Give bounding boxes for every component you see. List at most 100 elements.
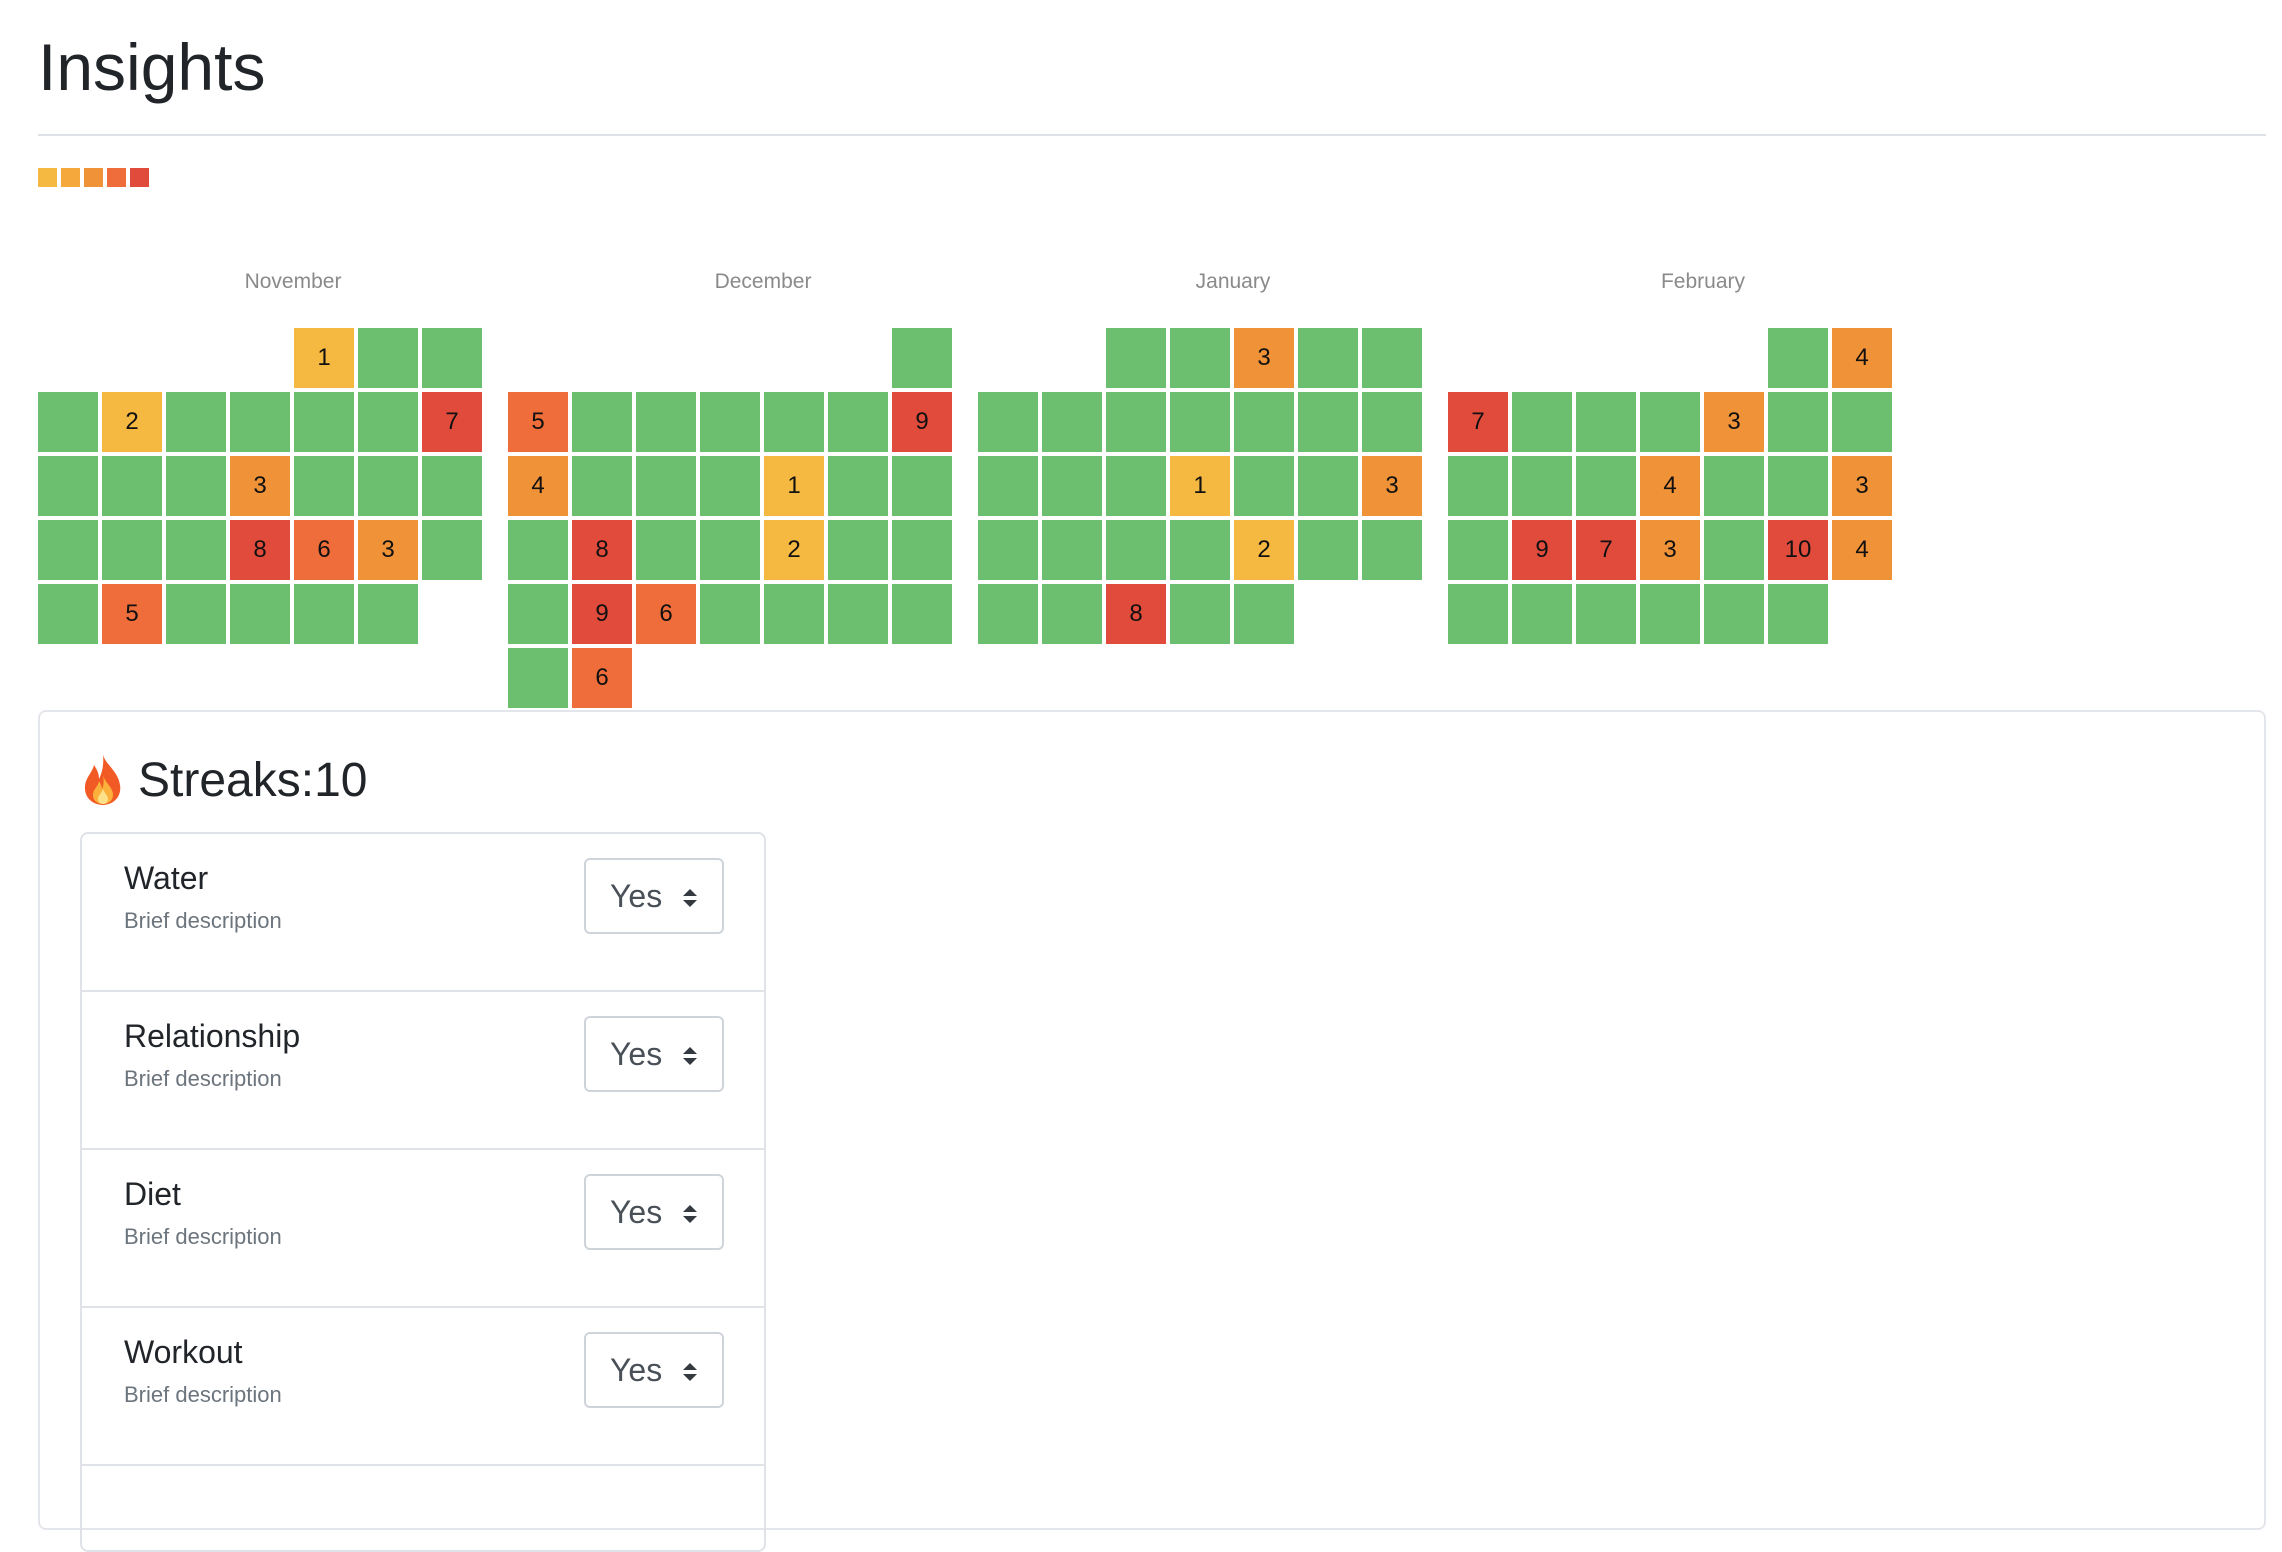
day-cell (978, 520, 1038, 580)
day-cell (828, 520, 888, 580)
day-cell: 4 (508, 456, 568, 516)
habit-description: Brief description (124, 1066, 282, 1091)
day-cell (1362, 392, 1422, 452)
day-cell (358, 392, 418, 452)
fire-icon (84, 755, 121, 805)
day-cell (892, 456, 952, 516)
sort-caret-icon (683, 1363, 697, 1381)
page-title: Insights (38, 30, 266, 104)
day-cell (978, 584, 1038, 644)
day-cell (572, 456, 632, 516)
day-cell (572, 392, 632, 452)
day-cell: 6 (636, 584, 696, 644)
select-value: Yes (610, 1351, 663, 1388)
day-cell: 4 (1832, 520, 1892, 580)
day-cell (1298, 328, 1358, 388)
day-cell: 3 (1832, 456, 1892, 516)
day-cell (700, 584, 760, 644)
day-cell: 10 (1768, 520, 1828, 580)
day-cell (508, 584, 568, 644)
day-cell (422, 456, 482, 516)
day-cell (636, 392, 696, 452)
streaks-label: Streaks:10 (138, 753, 368, 807)
select-value: Yes (610, 1035, 663, 1072)
month-label-december: December (714, 270, 812, 293)
day-cell (1042, 520, 1102, 580)
habit-status-select[interactable]: Yes (584, 1016, 724, 1092)
day-cell (1106, 456, 1166, 516)
day-cell (1576, 456, 1636, 516)
day-cell (1640, 584, 1700, 644)
day-cell (1106, 328, 1166, 388)
sort-caret-icon (683, 1047, 697, 1065)
day-cell (1234, 392, 1294, 452)
day-cell (294, 456, 354, 516)
day-cell: 3 (1704, 392, 1764, 452)
day-cell (1042, 392, 1102, 452)
day-cell (1042, 456, 1102, 516)
day-cell: 4 (1832, 328, 1892, 388)
day-cell (38, 456, 98, 516)
day-cell (764, 584, 824, 644)
day-cell: 3 (1640, 520, 1700, 580)
day-cell (358, 456, 418, 516)
day-cell (1704, 520, 1764, 580)
habit-title: Relationship (124, 1018, 301, 1054)
day-cell: 1 (764, 456, 824, 516)
day-cell (1234, 584, 1294, 644)
day-cell (1512, 584, 1572, 644)
day-cell (1106, 392, 1166, 452)
day-cell (700, 392, 760, 452)
day-cell (1448, 584, 1508, 644)
day-cell (1298, 456, 1358, 516)
day-cell: 7 (1576, 520, 1636, 580)
legend-swatch (38, 168, 57, 187)
habit-status-select[interactable]: Yes (584, 1332, 724, 1408)
day-cell (1576, 392, 1636, 452)
habit-item-diet: Diet Brief description Yes (82, 1150, 764, 1308)
day-cell: 8 (230, 520, 290, 580)
day-cell: 6 (294, 520, 354, 580)
day-cell (422, 520, 482, 580)
day-cell (38, 584, 98, 644)
day-cell (294, 392, 354, 452)
day-cell (1042, 584, 1102, 644)
day-cell (892, 584, 952, 644)
day-cell: 5 (102, 584, 162, 644)
day-cell (1234, 456, 1294, 516)
day-cell (978, 456, 1038, 516)
day-cell (828, 456, 888, 516)
day-cell (166, 584, 226, 644)
select-value: Yes (610, 877, 663, 914)
day-cell (978, 392, 1038, 452)
habit-item-relationship: Relationship Brief description Yes (82, 992, 764, 1150)
habit-status-select[interactable]: Yes (584, 1174, 724, 1250)
day-cell (1106, 520, 1166, 580)
day-cell (1768, 392, 1828, 452)
day-cell (892, 328, 952, 388)
habit-status-select[interactable]: Yes (584, 858, 724, 934)
day-cell: 9 (572, 584, 632, 644)
day-cell (38, 520, 98, 580)
day-cell (1362, 328, 1422, 388)
day-cell (1170, 584, 1230, 644)
day-cell: 4 (1640, 456, 1700, 516)
habit-title: Workout (124, 1334, 243, 1370)
sort-caret-icon (683, 889, 697, 907)
day-cell: 9 (1512, 520, 1572, 580)
day-cell (102, 520, 162, 580)
day-cell (230, 392, 290, 452)
day-cell (1448, 520, 1508, 580)
day-cell (230, 584, 290, 644)
month-label-february: February (1660, 270, 1746, 293)
day-cell (1362, 520, 1422, 580)
day-cell (1448, 456, 1508, 516)
day-cell (1704, 584, 1764, 644)
day-cell (166, 456, 226, 516)
habit-list: Water Brief description Yes Relationship… (80, 832, 766, 1552)
day-cell (828, 392, 888, 452)
streaks-panel (38, 710, 2266, 1530)
day-cell (1768, 456, 1828, 516)
day-cell (294, 584, 354, 644)
day-cell (1768, 584, 1828, 644)
